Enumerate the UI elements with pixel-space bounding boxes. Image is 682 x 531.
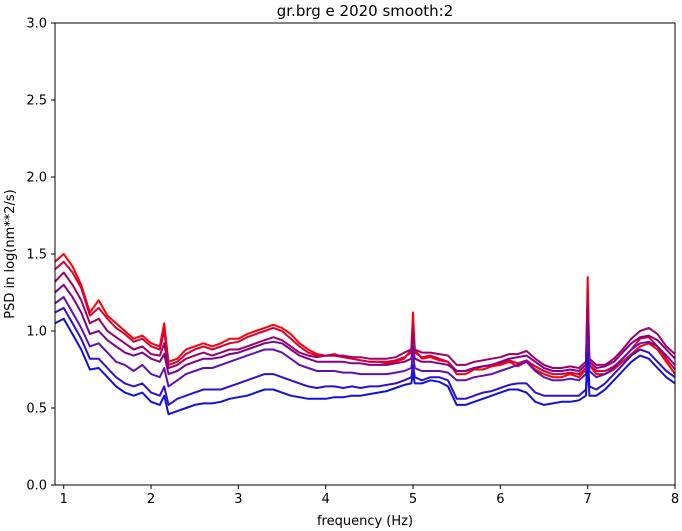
y-tick-label: 0.5 (26, 402, 47, 417)
y-tick-label: 2.0 (26, 171, 47, 186)
x-tick-label: 3 (234, 492, 242, 507)
x-tick-label: 6 (496, 492, 504, 507)
x-tick-label: 8 (671, 492, 679, 507)
y-tick-label: 0.0 (26, 479, 47, 494)
x-axis-label: frequency (Hz) (317, 514, 413, 529)
x-tick-label: 4 (322, 492, 330, 507)
series-layer (54, 253, 676, 416)
series-line-5 (54, 296, 676, 388)
x-tick-label: 1 (60, 492, 68, 507)
y-tick-label: 3.0 (26, 17, 47, 32)
plot-frame (54, 22, 676, 486)
y-axis-label: PSD in log(nm**2/s) (3, 189, 18, 319)
series-line-6 (54, 306, 676, 406)
x-tick-label: 2 (147, 492, 155, 507)
x-tick-label: 7 (584, 492, 592, 507)
series-line-2 (54, 260, 676, 376)
y-tick-label: 2.5 (26, 94, 47, 109)
x-tick-label: 5 (409, 492, 417, 507)
series-line-4 (54, 283, 676, 376)
series-line-7 (54, 317, 676, 416)
ticks-layer: 1 2 3 4 5 6 7 8 0.0 0.5 1.0 1.5 2.0 2.5 3.0 (26, 17, 679, 508)
chart-title: gr.brg e 2020 smooth:2 (277, 2, 454, 20)
series-line-3 (54, 271, 676, 369)
y-tick-label: 1.0 (26, 325, 47, 340)
y-tick-label: 1.5 (26, 248, 47, 263)
